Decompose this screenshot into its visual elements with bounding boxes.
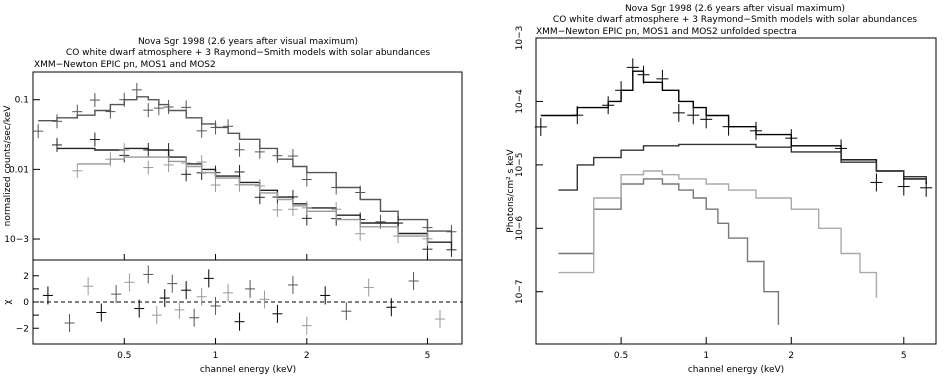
left-top-y-tick-label: 10−3 xyxy=(4,235,29,245)
right-x-tick-label: 2 xyxy=(788,351,794,361)
left-title-line-2: CO white dwarf atmosphere + 3 Raymond−Sm… xyxy=(66,48,430,58)
right-y-tick-label: 10−4 xyxy=(515,89,525,114)
left-top-y-tick-label: 0.01 xyxy=(9,165,29,175)
left-title-line-3: XMM−Newton EPIC pn, MOS1 and MOS2 xyxy=(34,60,216,70)
right-x-tick-label: 1 xyxy=(703,351,709,361)
left-top-series-0-line xyxy=(38,96,453,243)
right-title-line-3: XMM−Newton EPIC pn, MOS1 and MOS2 unfold… xyxy=(536,27,797,37)
right-series-3-line xyxy=(558,170,878,298)
right-series-1-line xyxy=(558,143,927,191)
right-x-axis-label: channel energy (keV) xyxy=(688,365,784,375)
right-y-tick-label: 10−7 xyxy=(515,279,525,304)
right-x-tick-label: 5 xyxy=(901,351,907,361)
right-panel-frame xyxy=(535,37,937,345)
right-series-0-line xyxy=(540,70,927,184)
left-top-series-1-line xyxy=(57,147,453,250)
left-x-tick-label: 5 xyxy=(425,351,431,361)
left-x-axis-label: channel energy (keV) xyxy=(200,365,296,375)
right-y-tick-label: 10−6 xyxy=(515,216,525,241)
left-top-series-2-line xyxy=(77,156,429,246)
left-top-y-tick-label: 0.1 xyxy=(15,96,29,106)
left-x-tick-label: 0.5 xyxy=(117,351,131,361)
right-y-tick-label: 10−5 xyxy=(515,153,525,178)
left-top-y-axis-label: normalized counts/sec/keV xyxy=(3,105,13,227)
left-bottom-y-tick-label: −2 xyxy=(16,324,29,334)
right-y-axis-label: Photons/cm² s keV xyxy=(506,148,516,232)
left-x-tick-label: 2 xyxy=(304,351,310,361)
right-title-line-1: Nova Sgr 1998 (2.6 years after visual ma… xyxy=(625,4,845,14)
left-title-line-1: Nova Sgr 1998 (2.6 years after visual ma… xyxy=(138,37,358,47)
right-title-line-2: CO white dwarf atmosphere + 3 Raymond−Sm… xyxy=(553,15,917,25)
right-y-tick-label: 10−3 xyxy=(515,26,525,51)
left-x-tick-label: 1 xyxy=(213,351,219,361)
right-x-tick-label: 0.5 xyxy=(614,351,628,361)
left-bottom-y-tick-label: 2 xyxy=(23,272,29,282)
left-bottom-y-tick-label: 0 xyxy=(23,298,29,308)
right-series-2-line xyxy=(558,178,780,325)
left-bottom-y-axis-label: χ xyxy=(3,299,13,304)
